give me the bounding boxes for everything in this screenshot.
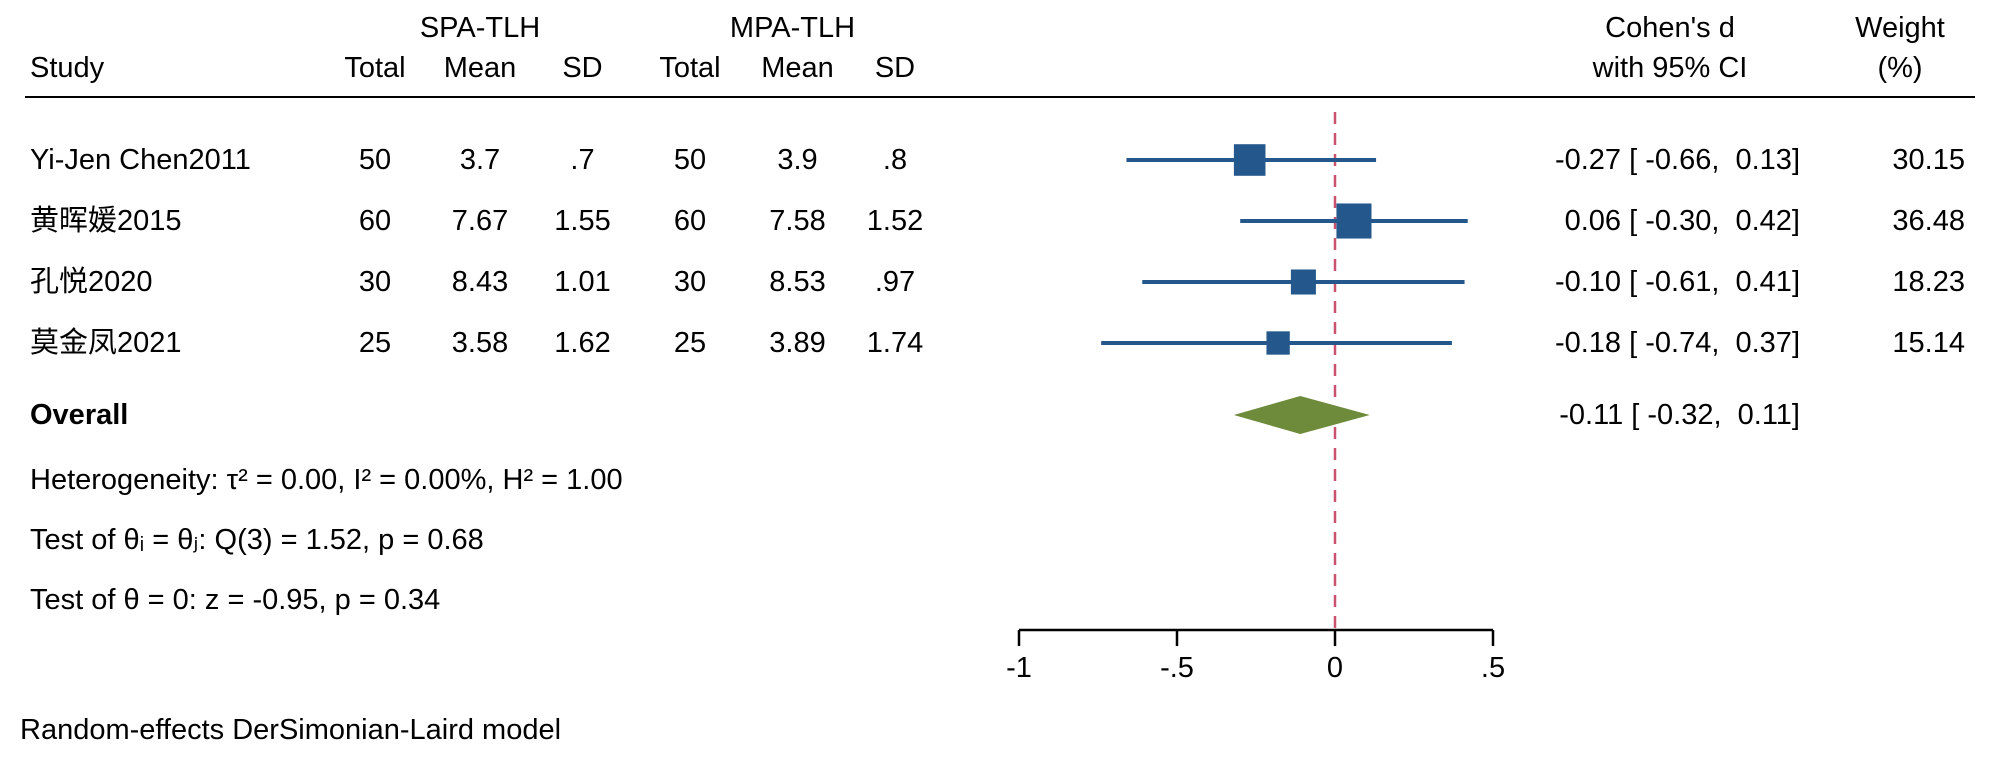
group2-mean-value: 3.9 xyxy=(777,144,818,176)
study-name: 莫金凤2021 xyxy=(30,327,182,359)
group2-sd-value: .8 xyxy=(882,144,908,176)
weight-value: 36.48 xyxy=(1892,205,1965,237)
group1-sd-value: 1.55 xyxy=(554,205,611,237)
group2-total-header: Total xyxy=(659,52,721,84)
group2-mean-value: 8.53 xyxy=(769,266,826,298)
group2-header: MPA-TLH xyxy=(729,12,856,44)
group2-mean-header: Mean xyxy=(761,52,834,84)
group1-total-value: 25 xyxy=(358,327,392,359)
zero-effect-test-stats: Test of θ = 0: z = -0.95, p = 0.34 xyxy=(30,584,441,616)
group1-mean-value: 7.67 xyxy=(451,205,509,237)
x-tick-label: -.5 xyxy=(1160,652,1194,684)
x-tick-label: .5 xyxy=(1480,652,1506,684)
group1-sd-header: SD xyxy=(562,52,603,84)
group1-mean-value: 3.58 xyxy=(451,327,509,359)
group2-total-value: 50 xyxy=(673,144,707,176)
group1-sd-value: 1.01 xyxy=(554,266,611,298)
group2-sd-value: 1.74 xyxy=(866,327,924,359)
weight-value: 15.14 xyxy=(1892,327,1965,359)
group1-sd-value: .7 xyxy=(570,144,595,176)
model-note: Random-effects DerSimonian-Laird model xyxy=(20,714,562,746)
x-tick-label: -1 xyxy=(1006,652,1032,684)
study-name: 黄晖媛2015 xyxy=(30,205,182,237)
study-column-header: Study xyxy=(30,52,105,84)
effect-ci-value: -0.27 [ -0.66, 0.13] xyxy=(1554,144,1800,176)
group2-total-value: 25 xyxy=(673,327,707,359)
group1-header: SPA-TLH xyxy=(419,12,541,44)
group2-mean-value: 3.89 xyxy=(769,327,826,359)
effect-header-line2: with 95% CI xyxy=(1592,52,1748,84)
group1-mean-value: 8.43 xyxy=(451,266,509,298)
effect-ci-value: -0.10 [ -0.61, 0.41] xyxy=(1554,266,1800,298)
x-tick-label: 0 xyxy=(1326,652,1344,684)
weight-header-line1: Weight xyxy=(1855,12,1945,44)
group2-total-value: 30 xyxy=(673,266,707,298)
effect-header-line1: Cohen's d xyxy=(1605,12,1735,44)
homogeneity-test-stats: Test of θᵢ = θⱼ: Q(3) = 1.52, p = 0.68 xyxy=(30,524,484,556)
group2-sd-header: SD xyxy=(874,52,916,84)
group2-total-value: 60 xyxy=(673,205,707,237)
group1-mean-header: Mean xyxy=(443,52,517,84)
effect-ci-value: 0.06 [ -0.30, 0.42] xyxy=(1564,205,1800,237)
group2-mean-value: 7.58 xyxy=(769,205,826,237)
header-rule xyxy=(25,96,1975,98)
weight-header-line2: (%) xyxy=(1877,52,1923,84)
study-name: 孔悦2020 xyxy=(30,266,153,298)
weight-value: 30.15 xyxy=(1892,144,1965,176)
overall-effect-ci-value: -0.11 [ -0.32, 0.11] xyxy=(1559,399,1800,431)
group2-sd-value: .97 xyxy=(874,266,916,298)
group1-total-value: 60 xyxy=(358,205,392,237)
group1-total-value: 30 xyxy=(358,266,392,298)
group2-sd-value: 1.52 xyxy=(866,205,924,237)
overall-label: Overall xyxy=(30,399,129,431)
study-name: Yi-Jen Chen2011 xyxy=(30,144,251,176)
heterogeneity-stats: Heterogeneity: τ² = 0.00, I² = 0.00%, H²… xyxy=(30,464,623,496)
group1-total-header: Total xyxy=(344,52,406,84)
group1-sd-value: 1.62 xyxy=(554,327,611,359)
weight-value: 18.23 xyxy=(1892,266,1965,298)
group1-mean-value: 3.7 xyxy=(459,144,501,176)
effect-ci-value: -0.18 [ -0.74, 0.37] xyxy=(1554,327,1800,359)
group1-total-value: 50 xyxy=(358,144,392,176)
